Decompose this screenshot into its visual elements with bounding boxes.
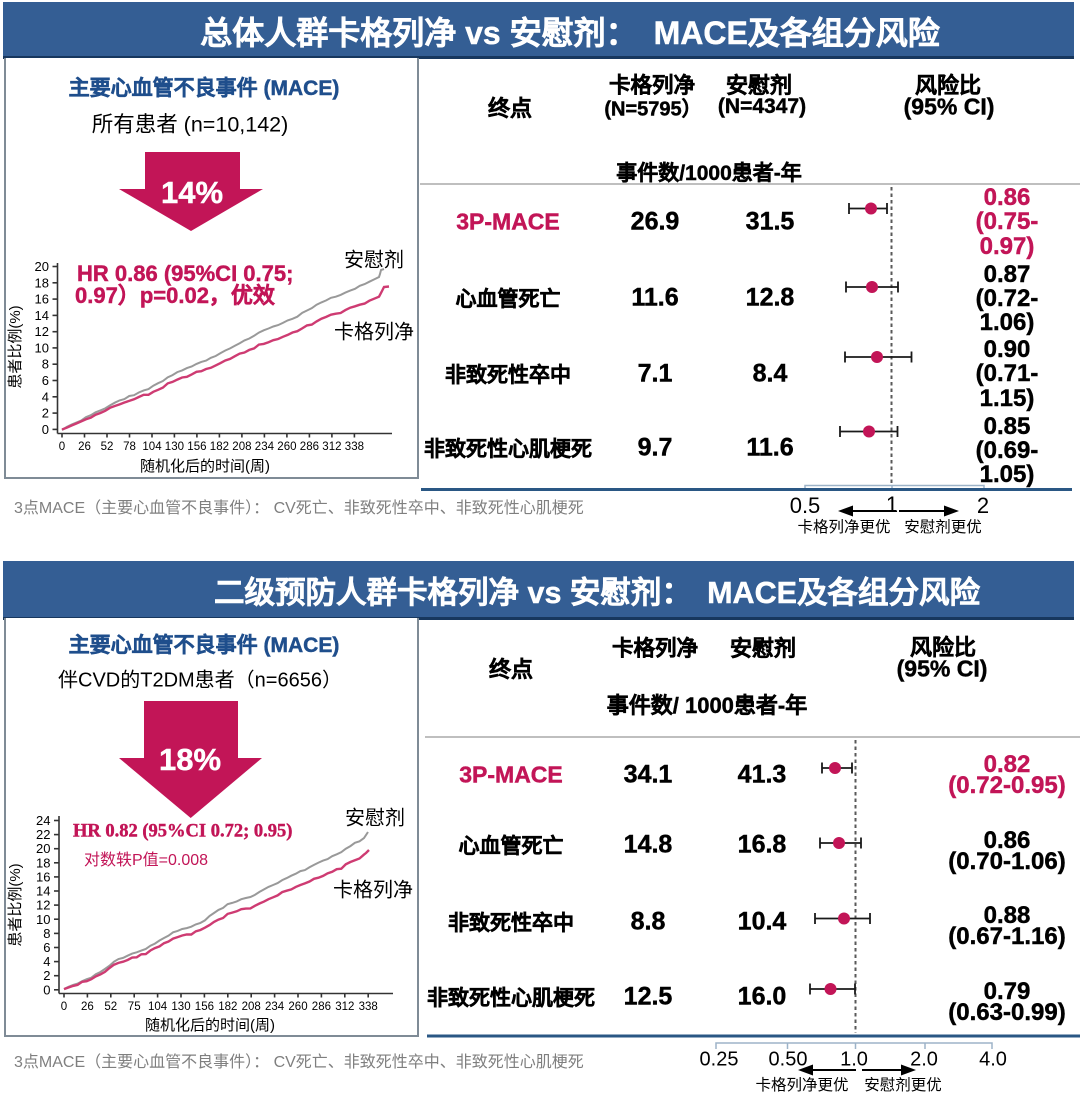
svg-text:26: 26 [81, 1001, 94, 1013]
svg-text:156: 156 [195, 1001, 214, 1013]
svg-text:随机化后的时间(周): 随机化后的时间(周) [140, 458, 270, 475]
svg-text:20: 20 [36, 841, 50, 856]
svg-text:130: 130 [171, 1001, 190, 1013]
svg-text:52: 52 [101, 441, 114, 453]
svg-text:26: 26 [78, 441, 91, 453]
svg-text:78: 78 [123, 441, 136, 453]
svg-text:4: 4 [42, 389, 49, 404]
svg-text:208: 208 [242, 1001, 261, 1013]
svg-text:16: 16 [36, 869, 50, 884]
svg-text:75: 75 [128, 1001, 141, 1013]
svg-text:22: 22 [36, 827, 50, 842]
svg-text:0: 0 [42, 422, 49, 437]
svg-text:10: 10 [35, 340, 49, 355]
svg-text:2: 2 [42, 406, 49, 421]
svg-text:18: 18 [35, 275, 49, 290]
svg-text:312: 312 [335, 1001, 354, 1013]
svg-text:260: 260 [277, 441, 296, 453]
svg-text:患者比例(%): 患者比例(%) [7, 305, 24, 388]
svg-text:52: 52 [104, 1001, 117, 1013]
svg-text:随机化后的时间(周): 随机化后的时间(周) [145, 1017, 275, 1034]
svg-text:104: 104 [148, 1001, 168, 1013]
svg-text:0: 0 [59, 441, 65, 453]
svg-text:130: 130 [165, 441, 184, 453]
svg-text:6: 6 [43, 940, 50, 955]
svg-text:286: 286 [300, 441, 319, 453]
svg-text:0: 0 [61, 1001, 67, 1013]
svg-text:234: 234 [265, 1001, 285, 1013]
svg-text:14: 14 [35, 308, 49, 323]
svg-text:156: 156 [187, 441, 206, 453]
svg-text:16: 16 [35, 292, 49, 307]
svg-text:24: 24 [36, 813, 50, 828]
svg-text:182: 182 [210, 441, 229, 453]
svg-text:8: 8 [42, 357, 49, 372]
svg-text:6: 6 [42, 373, 49, 388]
svg-text:182: 182 [218, 1001, 237, 1013]
svg-text:20: 20 [35, 259, 49, 274]
svg-text:2: 2 [43, 968, 50, 983]
svg-text:0: 0 [43, 982, 50, 997]
svg-text:104: 104 [142, 441, 162, 453]
svg-text:338: 338 [345, 441, 364, 453]
svg-text:338: 338 [359, 1001, 378, 1013]
svg-text:10: 10 [36, 912, 50, 927]
svg-text:286: 286 [312, 1001, 331, 1013]
svg-text:208: 208 [232, 441, 251, 453]
svg-text:患者比例(%): 患者比例(%) [7, 863, 24, 946]
svg-text:312: 312 [322, 441, 341, 453]
svg-text:14: 14 [36, 884, 50, 899]
svg-text:8: 8 [43, 926, 50, 941]
svg-text:12: 12 [35, 324, 49, 339]
svg-text:12: 12 [36, 898, 50, 913]
svg-text:4: 4 [43, 954, 50, 969]
svg-text:260: 260 [288, 1001, 307, 1013]
svg-text:18: 18 [36, 855, 50, 870]
svg-text:234: 234 [255, 441, 275, 453]
